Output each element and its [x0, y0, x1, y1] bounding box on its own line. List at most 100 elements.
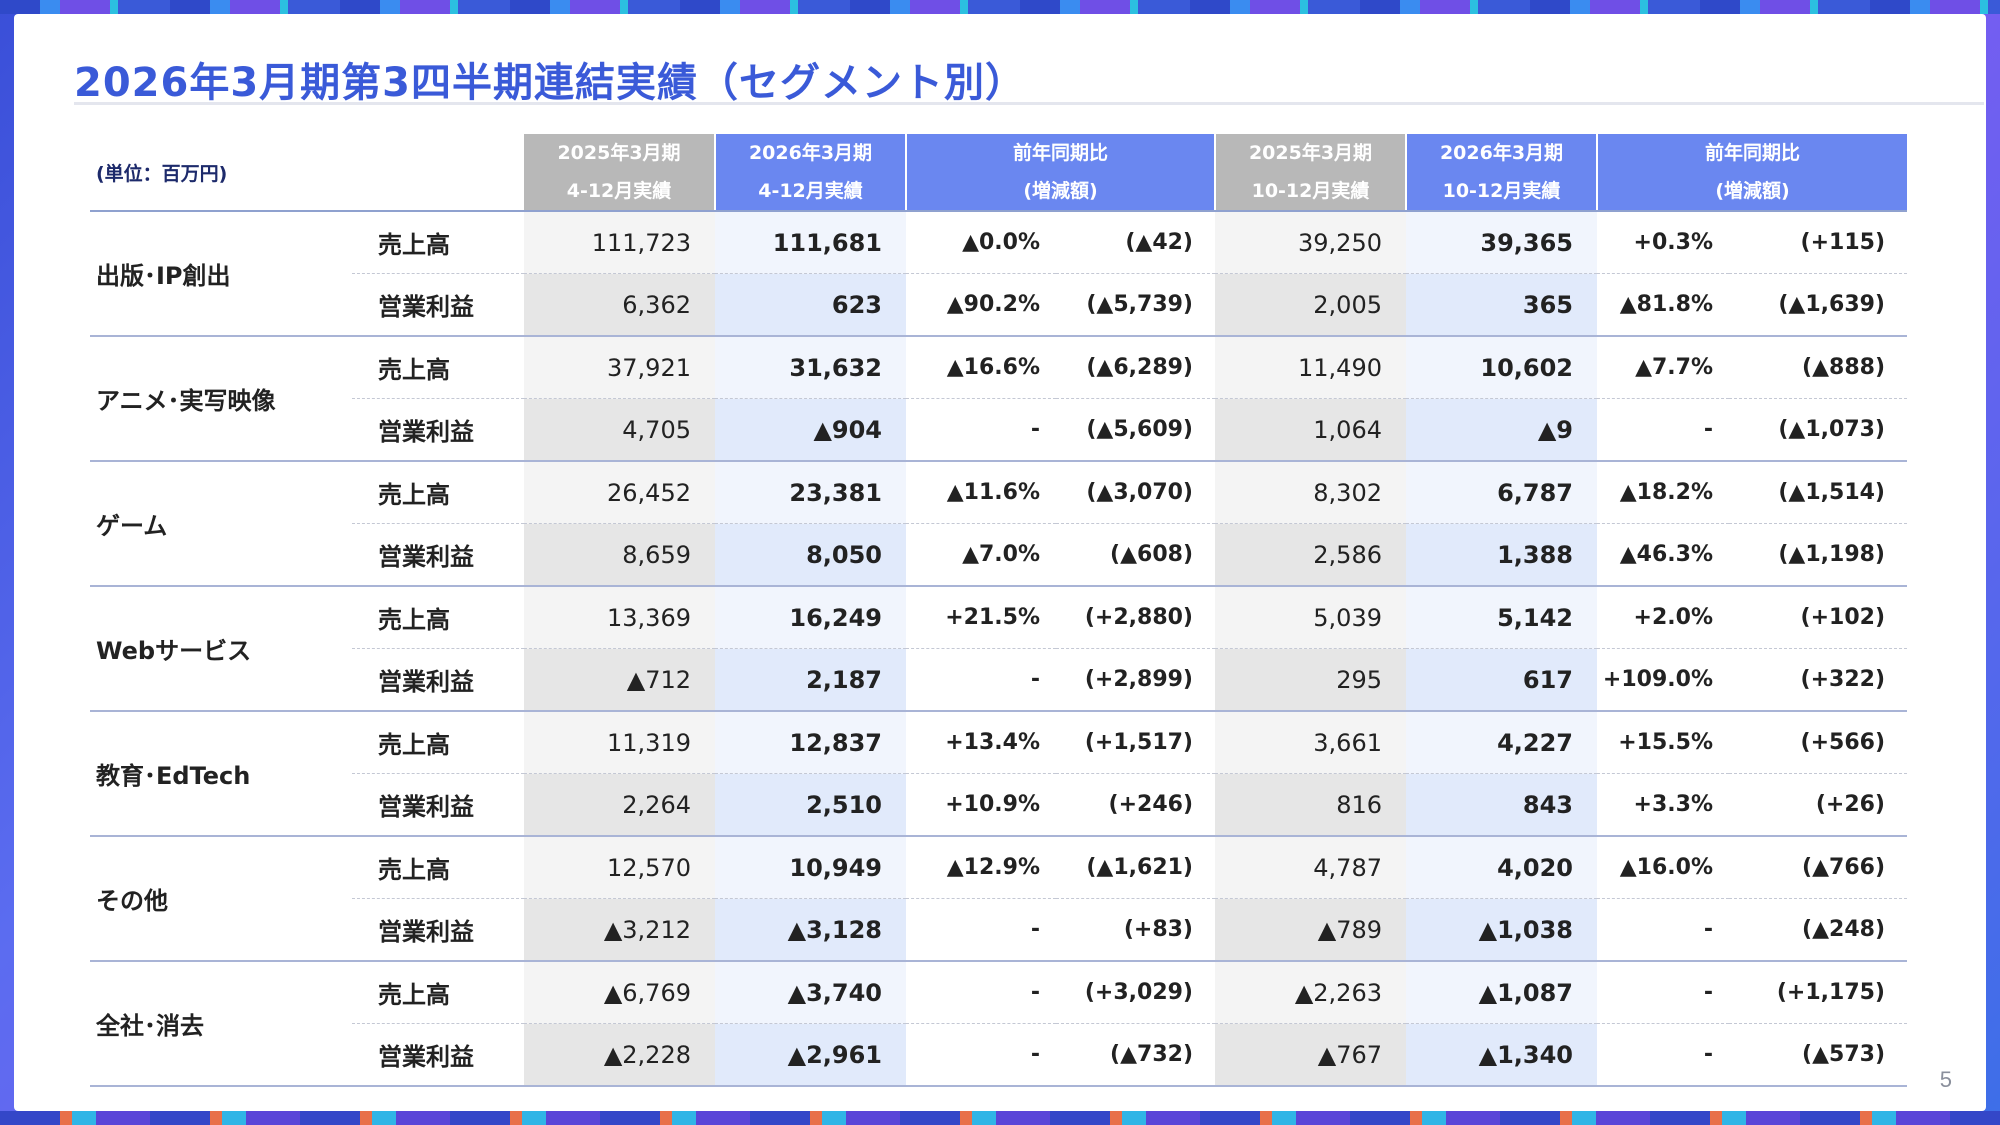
metric-label: 営業利益	[352, 648, 524, 712]
cur-9m-value: ▲904	[715, 398, 906, 462]
yoy-q3-percent: -	[1597, 398, 1729, 462]
unit-label: (単位：百万円)	[90, 134, 524, 212]
yoy-q3-percent: -	[1597, 1023, 1729, 1087]
cur-q3-value: 617	[1406, 648, 1597, 712]
yoy-q3-amount: (+115)	[1729, 211, 1907, 274]
prev-9m-value: 2,264	[524, 773, 715, 837]
yoy-9m-amount: (+83)	[1056, 898, 1215, 962]
yoy-q3-amount: (▲573)	[1729, 1023, 1907, 1087]
yoy-q3-percent: ▲16.0%	[1597, 836, 1729, 899]
table-row: ゲーム 売上高 26,452 23,381 ▲11.6% (▲3,070) 8,302 6,7…	[90, 461, 1907, 587]
yoy-9m-percent: ▲12.9%	[906, 836, 1056, 899]
segment-name: 全社･消去	[90, 961, 352, 1087]
yoy-q3-amount: (+102)	[1729, 586, 1907, 649]
cur-q3-value: 1,388	[1406, 523, 1597, 587]
prev-9m-value: 6,362	[524, 273, 715, 337]
yoy-q3-amount: (+26)	[1729, 773, 1907, 837]
segment-name: 出版･IP創出	[90, 211, 352, 337]
yoy-q3-percent: +2.0%	[1597, 586, 1729, 649]
metric-label: 売上高	[352, 836, 524, 899]
header-prev-q3: 2025年3月期 10-12月実績	[1215, 134, 1407, 212]
table-row: 営業利益 ▲712 2,187- (+2,899) 295 617 +109.0% (+322…	[90, 648, 1907, 712]
cur-9m-value: 10,949	[715, 836, 906, 899]
yoy-q3-percent: -	[1597, 898, 1729, 962]
yoy-q3-percent: +3.3%	[1597, 773, 1729, 837]
cur-q3-value: ▲1,340	[1406, 1023, 1597, 1087]
yoy-9m-percent: -	[906, 961, 1056, 1024]
yoy-q3-amount: (▲1,639)	[1729, 273, 1907, 337]
segment-name: ゲーム	[90, 461, 352, 587]
header-prev-9m: 2025年3月期 4-12月実績	[524, 134, 716, 212]
table-row: アニメ･実写映像 売上高 37,921 31,632 ▲16.6% (▲6,289) 11,…	[90, 336, 1907, 462]
prev-q3-value: 2,586	[1215, 523, 1406, 587]
table-row: 営業利益 4,705 ▲904- (▲5,609) 1,064 ▲9- (▲1,073)	[90, 398, 1907, 462]
yoy-9m-percent: +21.5%	[906, 586, 1056, 649]
cur-9m-value: 623	[715, 273, 906, 337]
yoy-9m-percent: ▲0.0%	[906, 211, 1056, 274]
yoy-q3-amount: (▲1,198)	[1729, 523, 1907, 587]
yoy-9m-amount: (▲5,609)	[1056, 398, 1215, 462]
table-row: その他 売上高 12,570 10,949 ▲12.9% (▲1,621) 4,787 4,0…	[90, 836, 1907, 962]
segment-name: その他	[90, 836, 352, 962]
title-divider	[74, 102, 1984, 105]
yoy-q3-percent: +109.0%	[1597, 648, 1729, 712]
prev-q3-value: 4,787	[1215, 836, 1406, 899]
prev-9m-value: ▲6,769	[524, 961, 715, 1024]
table-row: 営業利益 6,362 623 ▲90.2% (▲5,739) 2,005 365 ▲81.8%…	[90, 273, 1907, 337]
cur-q3-value: ▲1,038	[1406, 898, 1597, 962]
header-yoy-9m: 前年同期比 (増減額)	[906, 134, 1216, 212]
yoy-9m-amount: (▲6,289)	[1056, 336, 1215, 399]
yoy-9m-percent: ▲16.6%	[906, 336, 1056, 399]
metric-label: 売上高	[352, 461, 524, 524]
table-row: 営業利益 2,264 2,510 +10.9% (+246) 816 843 +3.3% (+2…	[90, 773, 1907, 837]
table-row: Webサービス 売上高 13,369 16,249 +21.5% (+2,880) 5,03…	[90, 586, 1907, 712]
yoy-q3-percent: ▲7.7%	[1597, 336, 1729, 399]
cur-q3-value: 4,227	[1406, 711, 1597, 774]
segment-name: 教育･EdTech	[90, 711, 352, 837]
yoy-q3-percent: ▲81.8%	[1597, 273, 1729, 337]
yoy-q3-percent: +15.5%	[1597, 711, 1729, 774]
prev-q3-value: 8,302	[1215, 461, 1406, 524]
yoy-9m-amount: (▲5,739)	[1056, 273, 1215, 337]
yoy-9m-amount: (▲732)	[1056, 1023, 1215, 1087]
cur-q3-value: 5,142	[1406, 586, 1597, 649]
yoy-9m-amount: (+2,899)	[1056, 648, 1215, 712]
yoy-q3-percent: -	[1597, 961, 1729, 1024]
yoy-q3-amount: (+566)	[1729, 711, 1907, 774]
cur-9m-value: ▲2,961	[715, 1023, 906, 1087]
table-row: 全社･消去 売上高 ▲6,769 ▲3,740- (+3,029) ▲2,263 ▲1,08…	[90, 961, 1907, 1087]
yoy-q3-amount: (▲888)	[1729, 336, 1907, 399]
yoy-q3-amount: (+322)	[1729, 648, 1907, 712]
metric-label: 売上高	[352, 336, 524, 399]
prev-q3-value: 3,661	[1215, 711, 1406, 774]
header-cur-9m: 2026年3月期 4-12月実績	[715, 134, 907, 212]
yoy-q3-amount: (▲1,073)	[1729, 398, 1907, 462]
prev-9m-value: ▲712	[524, 648, 715, 712]
prev-9m-value: ▲2,228	[524, 1023, 715, 1087]
segment-name: Webサービス	[90, 586, 352, 712]
prev-9m-value: 4,705	[524, 398, 715, 462]
yoy-9m-amount: (▲608)	[1056, 523, 1215, 587]
yoy-9m-percent: ▲90.2%	[906, 273, 1056, 337]
metric-label: 営業利益	[352, 523, 524, 587]
table-row: 教育･EdTech 売上高 11,319 12,837 +13.4% (+1,517) 3,…	[90, 711, 1907, 837]
yoy-q3-amount: (▲766)	[1729, 836, 1907, 899]
metric-label: 営業利益	[352, 1023, 524, 1087]
table-row: 営業利益 ▲3,212 ▲3,128- (+83) ▲789 ▲1,038- (▲248)	[90, 898, 1907, 962]
slide-title: 2026年3月期第3四半期連結実績（セグメント別）	[74, 60, 1026, 106]
yoy-q3-percent: ▲46.3%	[1597, 523, 1729, 587]
yoy-9m-percent: ▲11.6%	[906, 461, 1056, 524]
yoy-9m-amount: (▲1,621)	[1056, 836, 1215, 899]
yoy-9m-percent: -	[906, 1023, 1056, 1087]
prev-q3-value: 295	[1215, 648, 1406, 712]
header-row: (単位：百万円) 2025年3月期 4-12月実績 2026年3月期 4-12月実績…	[90, 134, 1907, 212]
prev-9m-value: 37,921	[524, 336, 715, 399]
yoy-q3-amount: (▲1,514)	[1729, 461, 1907, 524]
prev-q3-value: ▲789	[1215, 898, 1406, 962]
cur-9m-value: 12,837	[715, 711, 906, 774]
cur-q3-value: 843	[1406, 773, 1597, 837]
metric-label: 営業利益	[352, 773, 524, 837]
yoy-q3-percent: ▲18.2%	[1597, 461, 1729, 524]
prev-q3-value: 1,064	[1215, 398, 1406, 462]
cur-9m-value: 31,632	[715, 336, 906, 399]
